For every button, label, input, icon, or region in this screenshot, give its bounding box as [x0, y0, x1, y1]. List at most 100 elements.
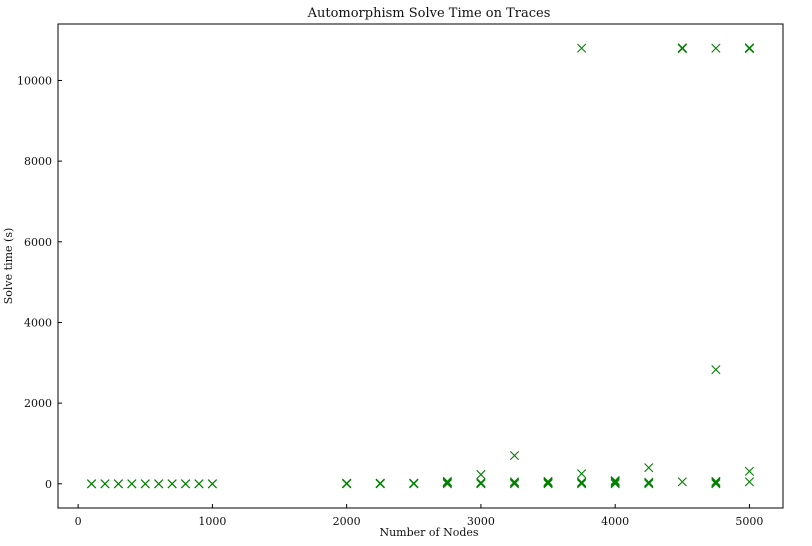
point-stroke — [577, 469, 587, 479]
data-point — [476, 469, 486, 480]
data-point — [577, 479, 587, 489]
data-point — [154, 479, 164, 489]
x-tick-label: 3000 — [467, 515, 495, 528]
data-point — [167, 479, 177, 489]
point-stroke — [644, 477, 654, 487]
data-point — [677, 43, 687, 53]
data-point — [644, 463, 654, 473]
point-stroke — [610, 479, 620, 489]
point-stroke — [476, 478, 486, 488]
data-point — [543, 477, 553, 487]
point-stroke — [577, 478, 587, 488]
point-stroke — [610, 476, 620, 486]
data-point — [744, 43, 755, 53]
y-tick-label: 4000 — [24, 316, 52, 329]
point-stroke — [113, 479, 124, 489]
point-stroke — [207, 479, 217, 489]
data-point — [577, 477, 587, 487]
data-point — [711, 476, 721, 486]
data-point — [442, 479, 452, 489]
data-point — [543, 479, 553, 489]
point-stroke — [744, 466, 755, 476]
point-stroke — [509, 450, 520, 461]
data-point — [711, 479, 721, 489]
data-point — [476, 478, 486, 488]
data-point — [644, 479, 654, 489]
x-tick-label: 4000 — [601, 515, 629, 528]
point-stroke — [409, 478, 419, 488]
point-stroke — [127, 479, 137, 489]
data-point — [711, 43, 721, 53]
data-point — [509, 479, 520, 489]
point-stroke — [711, 365, 721, 375]
data-point — [207, 479, 217, 489]
x-tick-label: 1000 — [198, 515, 226, 528]
data-point — [140, 479, 150, 489]
point-stroke — [577, 479, 587, 489]
data-point — [409, 478, 419, 488]
y-axis-label: Solve time (s) — [2, 228, 15, 305]
data-point — [610, 478, 620, 488]
point-stroke — [442, 477, 452, 487]
x-axis-label: Number of Nodes — [379, 526, 478, 539]
plot-frame — [57, 23, 784, 509]
point-stroke — [577, 477, 587, 487]
data-point — [509, 450, 520, 461]
scatter-points — [86, 43, 755, 489]
y-tick-label: 0 — [45, 478, 52, 491]
point-stroke — [711, 476, 721, 486]
point-stroke — [194, 479, 204, 489]
data-point — [442, 476, 452, 486]
data-point — [442, 478, 452, 488]
point-stroke — [543, 476, 553, 486]
point-stroke — [610, 475, 620, 486]
point-stroke — [744, 477, 755, 487]
data-point — [86, 479, 97, 489]
data-point — [577, 469, 587, 479]
x-axis-ticks: 0 1000 2000 3000 4000 5000 — [75, 504, 763, 528]
y-tick-label: 8000 — [24, 155, 52, 168]
point-stroke — [476, 469, 486, 480]
point-stroke — [154, 479, 164, 489]
y-tick-label: 6000 — [24, 236, 52, 249]
data-point — [610, 475, 620, 486]
data-point — [100, 479, 110, 489]
data-point — [744, 466, 755, 476]
point-stroke — [543, 477, 553, 487]
data-point — [476, 478, 486, 488]
point-stroke — [509, 478, 520, 488]
data-point — [342, 478, 352, 488]
point-stroke — [543, 479, 553, 489]
data-point — [375, 478, 385, 488]
data-point — [442, 477, 452, 487]
point-stroke — [577, 43, 587, 53]
point-stroke — [711, 479, 721, 489]
data-point — [711, 365, 721, 375]
point-stroke — [100, 479, 110, 489]
data-point — [610, 479, 620, 489]
data-point — [744, 477, 755, 487]
data-point — [543, 478, 553, 488]
point-stroke — [86, 479, 97, 489]
data-point — [543, 476, 553, 486]
point-stroke — [375, 478, 385, 488]
point-stroke — [644, 463, 654, 473]
point-stroke — [677, 43, 687, 53]
data-point — [577, 478, 587, 488]
point-stroke — [509, 479, 520, 489]
point-stroke — [442, 479, 452, 489]
point-stroke — [644, 478, 654, 488]
x-tick-label: 0 — [75, 515, 82, 528]
x-tick-label: 2000 — [333, 515, 361, 528]
x-tick-label: 5000 — [735, 515, 763, 528]
point-stroke — [711, 43, 721, 53]
point-stroke — [543, 478, 553, 488]
data-point — [577, 43, 587, 53]
point-stroke — [644, 479, 654, 489]
point-stroke — [442, 478, 452, 488]
data-point — [644, 477, 654, 487]
y-tick-label: 10000 — [17, 74, 52, 87]
data-point — [180, 479, 191, 489]
y-axis-ticks: 0 2000 4000 6000 8000 10000 — [17, 74, 62, 491]
